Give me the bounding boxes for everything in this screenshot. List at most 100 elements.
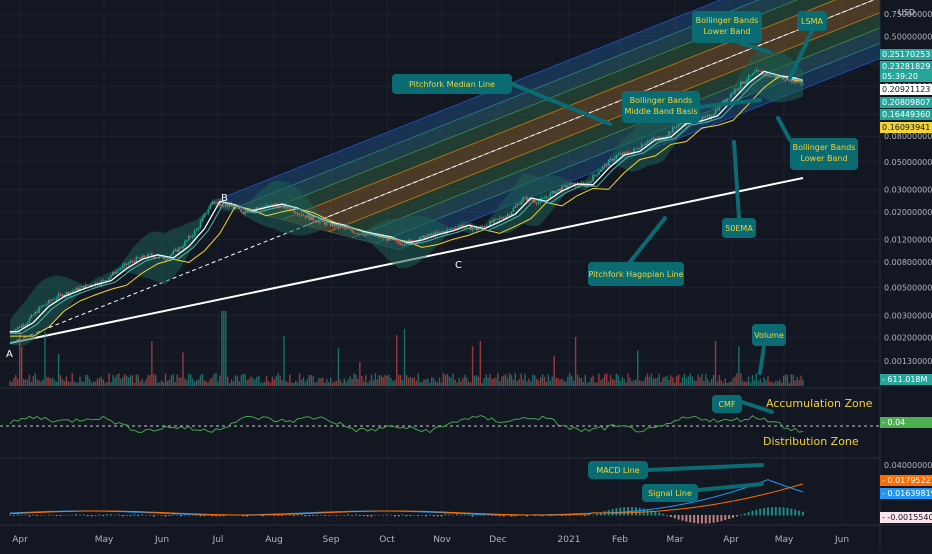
candle-body — [353, 231, 355, 234]
callout-text: Middle Band Basis — [625, 107, 698, 116]
callout: MACD Line — [588, 461, 764, 479]
candle-body — [83, 285, 85, 289]
volume-bar — [143, 382, 145, 386]
volume-bar — [640, 381, 643, 386]
volume-bar — [427, 378, 429, 386]
candle-body — [596, 174, 598, 176]
volume-bar — [324, 382, 326, 386]
volume-bar — [464, 374, 466, 386]
volume-bar — [714, 340, 717, 386]
macd-histogram-bar — [335, 515, 338, 516]
volume-bar — [672, 377, 674, 386]
bb-basis-line — [10, 72, 804, 334]
volume-bar — [13, 377, 15, 386]
volume-bar — [79, 376, 81, 386]
volume-bar — [242, 373, 244, 386]
candle-body — [69, 291, 72, 295]
macd-histogram-bar — [708, 515, 711, 524]
candle-body — [403, 244, 406, 246]
time-axis[interactable]: Apr May Jun Jul Aug Sep Oct Nov Dec 2021 Feb Mar Apr… — [12, 535, 849, 545]
candle-body — [306, 215, 309, 218]
candle-body — [139, 257, 142, 259]
volume-bar — [238, 381, 241, 386]
price-tick-label: 0.00130000 — [884, 357, 932, 366]
volume-bar — [712, 374, 715, 386]
volume-bar — [475, 375, 478, 386]
candle-body — [256, 207, 258, 210]
callout-pointer — [738, 41, 772, 54]
volume-bar — [724, 378, 726, 386]
macd-histogram-bar — [681, 515, 684, 521]
candle-body — [308, 215, 311, 220]
volume-bar — [250, 376, 252, 386]
volume-label-text: - 611.018M — [882, 375, 928, 384]
candle-body — [240, 209, 243, 213]
pitchfork-line — [281, 0, 837, 221]
candle-body — [712, 114, 715, 117]
volume-bar — [295, 380, 297, 386]
callout: Bollinger Bands Middle Band Basis — [622, 91, 762, 123]
volume-bar — [166, 380, 169, 386]
macd-histogram-bar — [191, 514, 194, 516]
macd-histogram-bar — [560, 515, 563, 516]
macd-histogram-bar — [370, 515, 373, 517]
macd-histogram-bar — [20, 514, 23, 516]
candle-body — [671, 127, 674, 133]
macd-histogram-bar — [242, 515, 245, 517]
price-tick-label: 0.01200000 — [884, 236, 932, 245]
candle-body — [473, 227, 476, 229]
price-scale[interactable]: USD 0.750000000.500000000.300000000.2000… — [879, 0, 932, 550]
time-axis-label: 2021 — [558, 535, 581, 545]
time-axis-label: Aug — [265, 535, 283, 545]
volume-bar — [351, 379, 353, 386]
macd-histogram-bar — [774, 507, 777, 516]
candle-body — [650, 139, 653, 141]
volume-bar — [201, 373, 204, 386]
volume-bar — [382, 376, 384, 386]
macd-histogram-bar — [284, 514, 287, 516]
volume-bar — [339, 379, 342, 386]
price-label-bg — [880, 97, 932, 108]
volume-bar — [504, 374, 507, 386]
volume-bar — [90, 382, 93, 386]
callout-box — [752, 324, 786, 346]
volume-bar — [199, 375, 202, 386]
callout-pointer — [740, 400, 774, 414]
macd-histogram-bar — [732, 515, 735, 518]
candle-body — [430, 233, 433, 236]
volume-bar — [219, 375, 221, 386]
macd-histogram-bar — [393, 515, 396, 517]
candle-body — [162, 255, 165, 260]
macd-histogram-bar — [195, 515, 198, 516]
candle-body — [621, 153, 624, 155]
candle-body — [88, 284, 91, 286]
macd-histogram-bar — [203, 515, 206, 517]
candle-body — [436, 231, 439, 233]
volume-bar — [462, 378, 464, 386]
volume-bar — [71, 373, 73, 386]
volume-bar — [246, 380, 248, 386]
volume-bar — [551, 376, 553, 386]
candle-body — [506, 214, 509, 217]
volume-bar — [467, 381, 470, 386]
volume-bar — [129, 375, 132, 386]
volume-bar — [786, 374, 789, 386]
price-tick-label: 0.50000000 — [884, 32, 932, 41]
volume-bar — [164, 373, 167, 386]
candle-body — [34, 311, 37, 315]
macd-histogram-bar — [700, 515, 703, 524]
volume-bar — [190, 374, 192, 386]
candle-body — [351, 229, 353, 232]
volume-bar — [438, 377, 441, 386]
volume-bar — [563, 380, 565, 386]
macd-label-text: - 0.01795221 — [882, 476, 932, 485]
volume-bar — [236, 376, 239, 386]
volume-bar — [528, 378, 530, 386]
candle-body — [337, 223, 340, 228]
candle-body — [401, 244, 404, 246]
volume-bar — [102, 379, 104, 386]
volume-bar — [252, 377, 254, 386]
callout: Volume — [752, 324, 786, 375]
candle-body — [508, 214, 511, 216]
